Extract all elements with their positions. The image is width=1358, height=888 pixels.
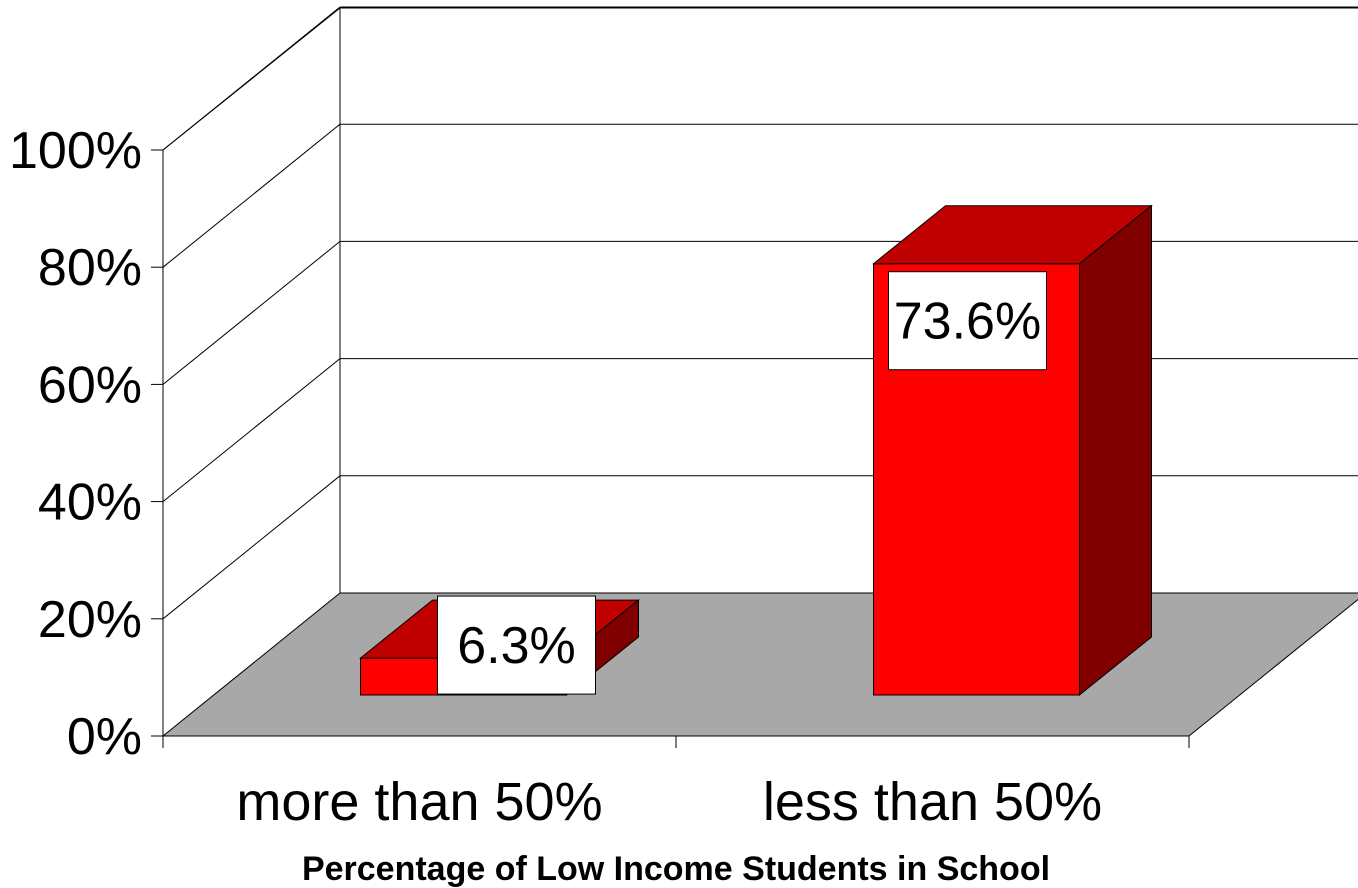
chart-floor — [161, 592, 1358, 737]
y-tick-label: 40% — [38, 474, 142, 532]
data-label-box — [888, 271, 1047, 371]
x-axis-title: Percentage of Low Income Students in Sch… — [302, 850, 1050, 888]
gridline-side — [162, 6, 341, 151]
data-label-value: 6.3% — [457, 617, 576, 675]
y-tick-label: 0% — [67, 708, 142, 766]
gridline-side — [162, 475, 341, 620]
x-category-label: less than 50% — [763, 772, 1102, 832]
data-label: 6.3% — [437, 595, 596, 695]
gridline-side — [162, 241, 341, 385]
x-category-label: more than 50% — [236, 772, 602, 832]
gridline-side — [162, 123, 341, 268]
data-label-box — [437, 595, 596, 695]
y-tick-label: 100% — [9, 122, 142, 180]
gridline-side — [162, 358, 341, 502]
y-tick-label: 80% — [38, 239, 142, 297]
data-label: 73.6% — [888, 271, 1047, 371]
y-tick-label: 20% — [38, 591, 142, 649]
y-tick-label: 60% — [38, 356, 142, 414]
bar-side-face — [1079, 204, 1152, 697]
data-label-value: 73.6% — [894, 293, 1041, 351]
